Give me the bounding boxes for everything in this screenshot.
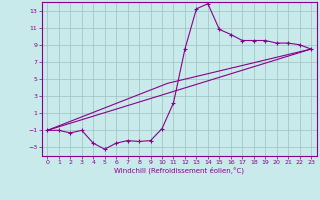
X-axis label: Windchill (Refroidissement éolien,°C): Windchill (Refroidissement éolien,°C) (114, 167, 244, 174)
